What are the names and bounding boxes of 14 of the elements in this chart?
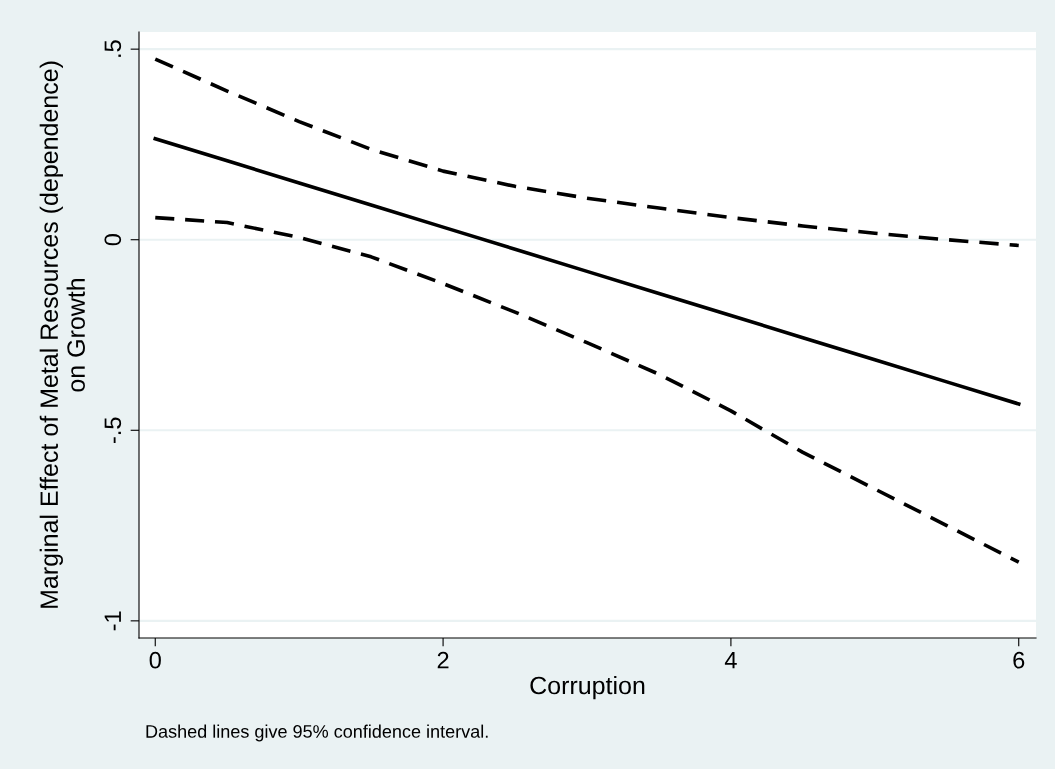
x-tick-label: 2	[437, 651, 449, 669]
line-series	[153, 136, 1021, 406]
y-tick-label: -.5	[104, 417, 122, 444]
x-tick-label: 6	[1013, 651, 1025, 669]
x-tick-label: 0	[149, 651, 161, 669]
line-series	[153, 215, 1021, 564]
y-axis-title: Marginal Effect of Metal Resources (dependence) on Growth	[39, 61, 85, 608]
line-series	[153, 57, 1021, 248]
y-tick-label: .5	[104, 40, 122, 57]
y-tick-label: -1	[104, 611, 121, 631]
x-axis-title: Corruption	[530, 675, 645, 700]
text: Dashed lines give 95% confidence interval.	[146, 724, 488, 742]
x-tick-label: 4	[724, 652, 737, 669]
y-tick-label: 0	[104, 234, 122, 246]
